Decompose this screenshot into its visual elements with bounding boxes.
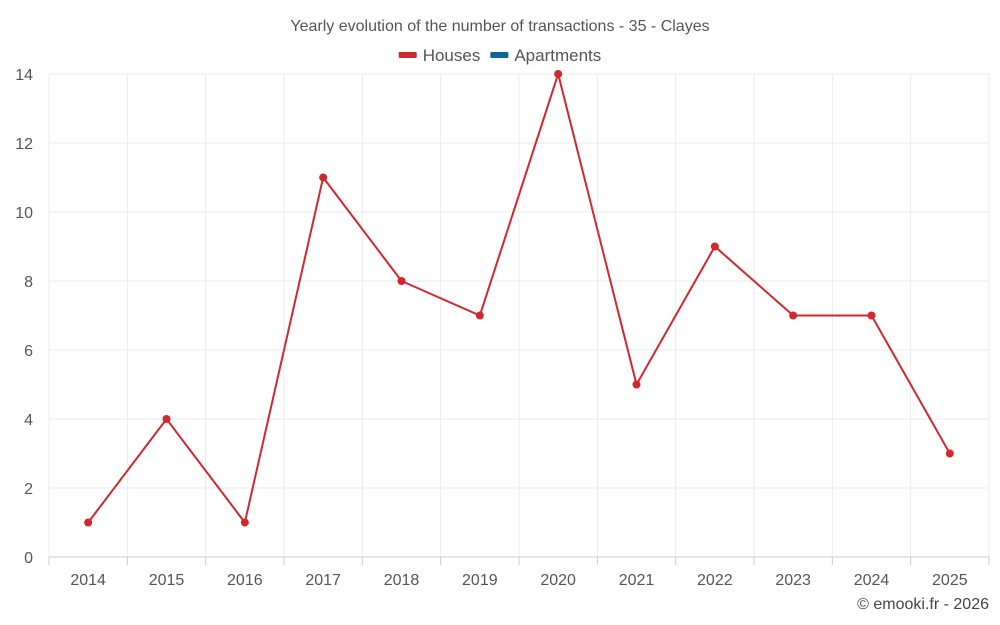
- data-point-houses[interactable]: [162, 415, 171, 423]
- y-tick-label: 0: [24, 550, 33, 567]
- y-tick-label: 4: [24, 412, 33, 429]
- credit-text: © emooki.fr - 2026: [857, 596, 989, 613]
- x-tick-label: 2021: [619, 572, 655, 589]
- x-tick-label: 2022: [697, 572, 733, 589]
- data-point-houses[interactable]: [632, 380, 641, 389]
- series-line-houses: [87, 70, 951, 525]
- x-tick-label: 2017: [305, 572, 341, 589]
- x-tick-label: 2024: [854, 572, 890, 589]
- data-point-houses[interactable]: [240, 518, 249, 527]
- x-tick-label: 2023: [775, 572, 811, 589]
- y-tick-label: 8: [24, 274, 33, 291]
- x-tick-label: 2025: [932, 572, 968, 589]
- data-point-houses[interactable]: [945, 449, 954, 458]
- data-point-houses[interactable]: [397, 277, 406, 285]
- x-tick-label: 2019: [462, 572, 498, 589]
- data-point-houses[interactable]: [84, 518, 93, 527]
- y-tick-label: 10: [15, 205, 33, 222]
- data-point-houses[interactable]: [710, 242, 719, 251]
- axes: 0 2 4 6 8 10 12 14 2014 2015 2016 2017 2018 2019 2020 2…: [15, 67, 990, 589]
- y-tick-label: 12: [15, 136, 33, 153]
- data-point-houses[interactable]: [867, 311, 876, 320]
- data-point-houses[interactable]: [554, 70, 563, 78]
- y-tick-label: 14: [15, 67, 33, 84]
- legend-label: Houses: [423, 46, 481, 65]
- data-point-houses[interactable]: [475, 311, 484, 320]
- data-point-houses[interactable]: [319, 173, 328, 182]
- legend-swatch: [398, 52, 417, 58]
- x-tick-label: 2015: [149, 572, 185, 589]
- data-point-houses[interactable]: [789, 311, 798, 320]
- legend-swatch: [490, 52, 509, 58]
- x-tick-label: 2014: [70, 572, 106, 589]
- legend-item-houses[interactable]: Houses: [398, 46, 481, 65]
- x-tick-label: 2016: [227, 572, 263, 589]
- y-tick-label: 2: [24, 481, 33, 498]
- x-tick-label: 2020: [540, 572, 576, 589]
- y-tick-label: 6: [24, 343, 33, 360]
- chart-title: Yearly evolution of the number of transa…: [290, 18, 709, 35]
- series-layer: [87, 70, 951, 525]
- legend[interactable]: Houses Apartments: [398, 46, 602, 65]
- x-tick-label: 2018: [384, 572, 420, 589]
- marker-layer: [84, 70, 954, 527]
- legend-item-apartments[interactable]: Apartments: [490, 46, 601, 65]
- legend-label: Apartments: [514, 46, 601, 65]
